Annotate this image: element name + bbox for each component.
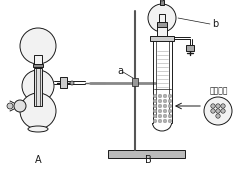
- Circle shape: [163, 114, 167, 118]
- Circle shape: [153, 109, 157, 113]
- Circle shape: [163, 99, 167, 103]
- Bar: [157, 24, 167, 36]
- Circle shape: [216, 109, 220, 113]
- Circle shape: [153, 104, 157, 108]
- Circle shape: [7, 103, 13, 109]
- Bar: [34, 55, 42, 65]
- Circle shape: [204, 97, 232, 125]
- Circle shape: [221, 109, 225, 113]
- Text: A: A: [35, 155, 41, 165]
- Circle shape: [20, 93, 56, 129]
- Text: a: a: [117, 66, 123, 76]
- Circle shape: [211, 109, 215, 113]
- Circle shape: [158, 99, 162, 103]
- Circle shape: [163, 119, 167, 123]
- Circle shape: [153, 119, 157, 123]
- Bar: [159, 14, 165, 24]
- Ellipse shape: [28, 126, 48, 132]
- Circle shape: [160, 0, 164, 1]
- Circle shape: [211, 104, 215, 108]
- Text: 多孔筛网: 多孔筛网: [210, 86, 228, 95]
- Circle shape: [168, 94, 172, 98]
- Circle shape: [158, 94, 162, 98]
- Circle shape: [168, 109, 172, 113]
- Circle shape: [163, 104, 167, 108]
- Bar: [160, 0, 164, 5]
- Bar: [157, 22, 167, 27]
- Bar: [150, 36, 174, 41]
- Circle shape: [20, 28, 56, 64]
- Circle shape: [158, 104, 162, 108]
- Circle shape: [168, 119, 172, 123]
- Circle shape: [221, 104, 225, 108]
- Circle shape: [168, 99, 172, 103]
- Circle shape: [216, 114, 220, 118]
- Text: b: b: [212, 19, 218, 29]
- Circle shape: [158, 114, 162, 118]
- Bar: [33, 64, 43, 67]
- Circle shape: [153, 114, 157, 118]
- Circle shape: [14, 100, 26, 112]
- Bar: [132, 78, 138, 86]
- Circle shape: [216, 104, 220, 108]
- Circle shape: [148, 4, 176, 32]
- Circle shape: [163, 109, 167, 113]
- Circle shape: [163, 94, 167, 98]
- Bar: [60, 77, 67, 88]
- Bar: [186, 45, 194, 51]
- Circle shape: [153, 94, 157, 98]
- Circle shape: [70, 81, 74, 85]
- Circle shape: [22, 70, 54, 102]
- Circle shape: [158, 119, 162, 123]
- Bar: [108, 150, 185, 158]
- Circle shape: [153, 99, 157, 103]
- Circle shape: [168, 104, 172, 108]
- Circle shape: [168, 114, 172, 118]
- Circle shape: [158, 109, 162, 113]
- Bar: [34, 68, 42, 106]
- Text: B: B: [145, 155, 151, 165]
